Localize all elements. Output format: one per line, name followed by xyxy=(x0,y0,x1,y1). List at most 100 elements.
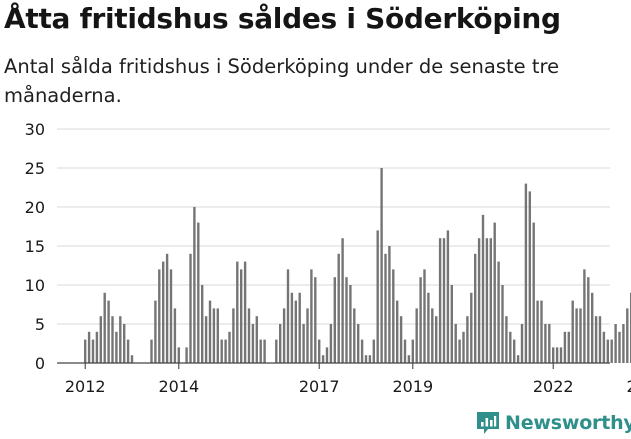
bar xyxy=(189,253,192,363)
bar xyxy=(528,191,531,363)
bar xyxy=(87,331,91,363)
bar xyxy=(501,285,504,363)
y-tick-label: 10 xyxy=(25,276,45,295)
bar xyxy=(107,300,110,363)
bar xyxy=(240,269,243,363)
bar xyxy=(575,308,578,363)
x-tick-label: 2022 xyxy=(533,377,574,396)
bar xyxy=(610,339,613,363)
bar xyxy=(493,222,496,363)
bar xyxy=(259,339,262,363)
bar xyxy=(95,331,99,363)
bar xyxy=(392,269,395,363)
bar xyxy=(275,339,278,363)
bar xyxy=(427,292,430,363)
bar xyxy=(579,308,582,363)
bar xyxy=(353,308,356,363)
bar xyxy=(177,347,180,363)
bar xyxy=(298,292,301,363)
bar xyxy=(154,300,157,363)
bar xyxy=(544,324,547,363)
brand-name: Newsworthy xyxy=(505,412,631,434)
bar xyxy=(150,339,153,363)
bar xyxy=(602,331,606,363)
bar xyxy=(591,292,594,363)
bar xyxy=(618,331,621,363)
bar xyxy=(536,300,539,363)
bar xyxy=(513,339,516,363)
bar xyxy=(423,269,426,363)
bar xyxy=(462,331,465,363)
bar xyxy=(587,277,590,363)
brand-logo: Newsworthy xyxy=(476,409,631,437)
bar xyxy=(540,300,543,363)
bar xyxy=(364,355,368,363)
bar xyxy=(302,324,305,363)
bar xyxy=(294,300,297,363)
bar xyxy=(559,347,563,363)
bar xyxy=(415,308,418,363)
bar xyxy=(251,324,255,363)
bar xyxy=(396,300,399,363)
bar xyxy=(220,339,223,363)
bar xyxy=(158,269,161,363)
bar xyxy=(255,316,258,363)
bar xyxy=(306,308,309,363)
bar xyxy=(474,253,477,363)
y-tick-label: 25 xyxy=(25,159,45,178)
bar xyxy=(286,269,290,363)
bar xyxy=(438,238,442,363)
bar xyxy=(622,324,625,363)
bar xyxy=(325,347,329,363)
bar xyxy=(516,355,520,363)
bar xyxy=(368,355,372,363)
bar xyxy=(360,339,364,363)
bar xyxy=(130,355,134,363)
bar xyxy=(505,316,508,363)
bar xyxy=(224,339,227,363)
bar xyxy=(228,331,231,363)
bar xyxy=(446,230,450,363)
bar xyxy=(372,339,375,363)
bar xyxy=(403,339,407,363)
bar xyxy=(212,308,216,363)
bar xyxy=(571,300,574,363)
bar xyxy=(282,308,286,363)
y-tick-label: 15 xyxy=(25,237,45,256)
bar xyxy=(555,347,559,363)
chart-subtitle: Antal sålda fritidshus i Söderköping und… xyxy=(4,55,560,107)
bar xyxy=(310,269,313,363)
bar xyxy=(123,324,126,363)
bar-chart: 0510152025302012201420172019202220248 xyxy=(25,120,631,396)
bar xyxy=(333,277,336,363)
bar xyxy=(388,246,391,363)
bar xyxy=(626,308,629,363)
bar xyxy=(341,238,344,363)
bar xyxy=(435,316,438,363)
bar xyxy=(376,230,379,363)
bar xyxy=(216,308,219,363)
bar xyxy=(314,277,317,363)
bar xyxy=(173,308,177,363)
x-tick-label: 2014 xyxy=(158,377,199,396)
bar xyxy=(103,292,106,363)
y-tick-label: 5 xyxy=(35,315,45,334)
bar xyxy=(481,214,485,363)
bar xyxy=(520,324,524,363)
bar xyxy=(489,238,492,363)
bar xyxy=(279,324,282,363)
bar xyxy=(290,292,294,363)
bar xyxy=(349,285,352,363)
bar xyxy=(329,324,333,363)
bar xyxy=(431,308,434,363)
bar xyxy=(243,261,247,363)
bar xyxy=(165,253,169,363)
newsworthy-logo-icon xyxy=(477,412,499,434)
bar xyxy=(477,238,481,363)
bar xyxy=(509,331,512,363)
bar xyxy=(263,339,266,363)
bar xyxy=(201,285,204,363)
bar xyxy=(606,339,609,363)
bar xyxy=(345,277,348,363)
bar xyxy=(380,168,383,363)
